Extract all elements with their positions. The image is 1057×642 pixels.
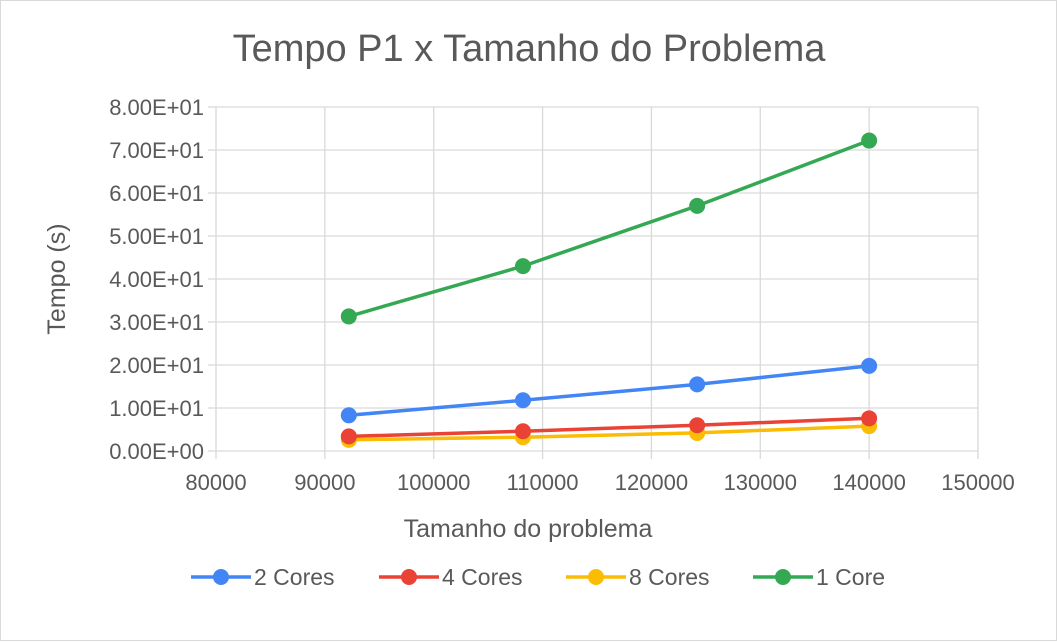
y-tick-label: 2.00E+01: [109, 353, 204, 378]
data-point: [514, 392, 531, 409]
data-point: [689, 376, 706, 393]
legend-swatch-marker: [775, 569, 791, 585]
legend-swatch-marker: [401, 569, 417, 585]
series-line: [348, 424, 870, 442]
data-point: [689, 197, 706, 214]
legend-label: 1 Core: [816, 564, 885, 590]
legend-item: 8 Cores: [566, 564, 710, 590]
x-tick-label: 90000: [294, 470, 355, 495]
y-axis-ticks: 0.00E+00 1.00E+01 2.00E+01 3.00E+01 4.00E+01…: [109, 95, 204, 464]
series-line: [348, 416, 870, 439]
y-tick-label: 1.00E+01: [109, 396, 204, 421]
x-tick-label: 130000: [724, 470, 797, 495]
chart-title: Tempo P1 x Tamanho do Problema: [233, 28, 827, 70]
legend-swatch-marker: [588, 569, 604, 585]
data-point: [689, 417, 706, 434]
series-2-cores: [340, 357, 878, 424]
x-axis-title: Tamanho do problema: [404, 515, 653, 543]
x-tick-label: 140000: [832, 470, 905, 495]
legend-label: 2 Cores: [254, 564, 335, 590]
legend: 2 Cores 4 Cores 8 Cores 1 Core: [191, 564, 885, 590]
data-point: [514, 258, 531, 275]
y-tick-label: 8.00E+01: [109, 95, 204, 120]
data-point: [514, 423, 531, 440]
series-4-cores: [340, 410, 878, 445]
x-tick-label: 80000: [185, 470, 246, 495]
y-tick-label: 0.00E+00: [109, 439, 204, 464]
grid-layer: [208, 106, 979, 459]
data-point: [861, 357, 878, 374]
series-line: [348, 364, 870, 418]
series-layer: [340, 132, 878, 448]
legend-item: 1 Core: [753, 564, 885, 590]
y-tick-label: 7.00E+01: [109, 138, 204, 163]
legend-item: 4 Cores: [379, 564, 523, 590]
y-tick-label: 6.00E+01: [109, 181, 204, 206]
data-point: [861, 410, 878, 427]
x-tick-label: 110000: [507, 470, 579, 495]
x-tick-label: 150000: [941, 470, 1014, 495]
series-1-core: [340, 132, 878, 325]
data-point: [861, 132, 878, 149]
legend-label: 8 Cores: [629, 564, 710, 590]
data-point: [340, 308, 357, 325]
legend-item: 2 Cores: [191, 564, 335, 590]
y-axis-title: Tempo (s): [43, 223, 71, 334]
x-axis-ticks: 80000 90000 100000 110000 120000 130000 140000…: [185, 470, 1014, 495]
x-tick-label: 100000: [397, 470, 470, 495]
x-tick-label: 120000: [615, 470, 688, 495]
data-point: [340, 407, 357, 424]
legend-swatch-marker: [213, 569, 229, 585]
y-tick-label: 3.00E+01: [109, 310, 204, 335]
y-tick-label: 5.00E+01: [109, 224, 204, 249]
legend-label: 4 Cores: [442, 564, 523, 590]
data-point: [340, 428, 357, 445]
y-tick-label: 4.00E+01: [109, 267, 204, 292]
series-line: [348, 138, 870, 319]
